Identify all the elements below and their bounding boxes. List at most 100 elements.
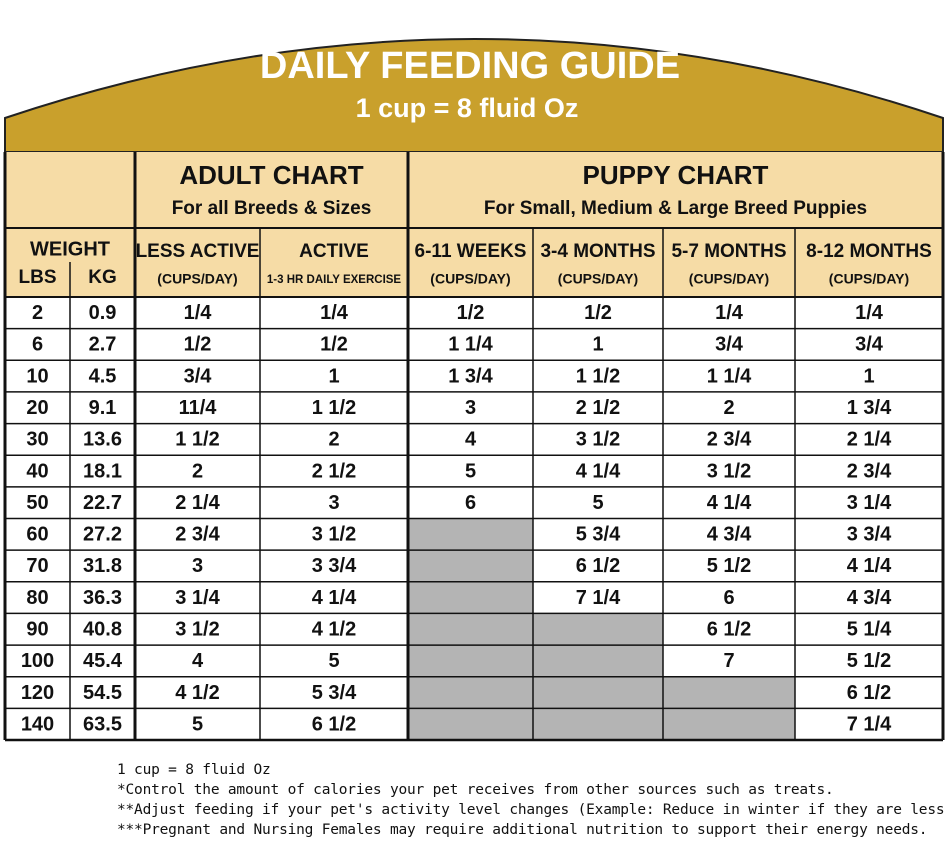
- cell: 6 1/2: [707, 619, 751, 641]
- cell: 54.5: [83, 682, 122, 704]
- column-unit: (CUPS/DAY): [829, 271, 909, 287]
- cell: 6 1/2: [312, 713, 356, 735]
- column-label: 5-7 MONTHS: [671, 241, 786, 262]
- header-background: [5, 152, 943, 297]
- cell: 3: [192, 555, 203, 577]
- cell: 80: [26, 587, 48, 609]
- cell: 4 3/4: [707, 524, 752, 546]
- cell: 3 1/4: [175, 587, 220, 609]
- cell: 6: [32, 334, 43, 356]
- cell: 2.7: [89, 334, 117, 356]
- empty-cell: [408, 676, 533, 709]
- cell: 5 3/4: [576, 524, 621, 546]
- cell: 1: [863, 365, 874, 387]
- empty-cell: [408, 645, 533, 677]
- cell: 1/2: [320, 334, 348, 356]
- column-label: LBS: [19, 267, 57, 288]
- cell: 0.9: [89, 302, 117, 324]
- cell: 18.1: [83, 460, 122, 482]
- empty-cell: [408, 518, 533, 551]
- cell: 4.5: [89, 365, 117, 387]
- cell: 90: [26, 619, 48, 641]
- cell: 2 3/4: [847, 460, 892, 482]
- cell: 1/4: [715, 302, 744, 324]
- empty-cell: [533, 676, 663, 709]
- empty-cell: [408, 581, 533, 614]
- cell: 6: [465, 492, 476, 514]
- cell: 2: [723, 397, 734, 419]
- group-subtitle: For Small, Medium & Large Breed Puppies: [484, 198, 867, 219]
- column-label: KG: [88, 267, 117, 288]
- cell: 2 1/4: [175, 492, 220, 514]
- cell: 1/4: [320, 302, 349, 324]
- footnote: **Adjust feeding if your pet's activity …: [117, 802, 949, 818]
- cell: 2 1/4: [847, 429, 892, 451]
- title: DAILY FEEDING GUIDE: [260, 45, 680, 87]
- cell: 20: [26, 397, 48, 419]
- cell: 2 3/4: [707, 429, 752, 451]
- column-unit: (CUPS/DAY): [430, 271, 510, 287]
- empty-cell: [533, 645, 663, 677]
- cell: 2: [192, 460, 203, 482]
- cell: 3 1/2: [312, 524, 356, 546]
- cell: 10: [26, 365, 48, 387]
- cell: 3 1/2: [576, 429, 620, 451]
- cell: 27.2: [83, 524, 122, 546]
- column-unit: (CUPS/DAY): [689, 271, 769, 287]
- cell: 1 1/2: [576, 365, 620, 387]
- cell: 2 3/4: [175, 524, 220, 546]
- footnote: 1 cup = 8 fluid Oz: [117, 762, 271, 778]
- cell: 1/2: [584, 302, 612, 324]
- cell: 4 1/4: [847, 555, 892, 577]
- weight-label: WEIGHT: [30, 238, 110, 260]
- column-unit: (CUPS/DAY): [157, 271, 237, 287]
- cell: 1 3/4: [448, 365, 493, 387]
- cell: 5 1/4: [847, 619, 892, 641]
- subtitle: 1 cup = 8 fluid Oz: [356, 93, 579, 123]
- cell: 3: [465, 397, 476, 419]
- cell: 3/4: [184, 365, 213, 387]
- cell: 3 3/4: [847, 524, 892, 546]
- cell: 1 1/2: [175, 429, 219, 451]
- header-arch: [4, 38, 944, 153]
- cell: 3: [328, 492, 339, 514]
- cell: 1/2: [184, 334, 212, 356]
- footnote: ***Pregnant and Nursing Females may requ…: [117, 822, 927, 838]
- empty-cell: [663, 708, 795, 740]
- cell: 6: [723, 587, 734, 609]
- cell: 2: [328, 429, 339, 451]
- cell: 3 3/4: [312, 555, 357, 577]
- cell: 3/4: [715, 334, 744, 356]
- cell: 63.5: [83, 713, 122, 735]
- cell: 1 1/2: [312, 397, 356, 419]
- column-label: LESS ACTIVE: [136, 241, 260, 262]
- cell: 7 1/4: [576, 587, 621, 609]
- cell: 5 1/2: [847, 650, 891, 672]
- cell: 11/4: [179, 397, 218, 419]
- cell: 4 3/4: [847, 587, 892, 609]
- column-label: ACTIVE: [299, 241, 369, 262]
- cell: 1: [592, 334, 603, 356]
- cell: 5 3/4: [312, 682, 357, 704]
- cell: 2 1/2: [312, 460, 356, 482]
- cell: 1 1/4: [707, 365, 752, 387]
- cell: 5 1/2: [707, 555, 751, 577]
- empty-cell: [408, 613, 533, 646]
- cell: 6 1/2: [576, 555, 620, 577]
- cell: 3 1/4: [847, 492, 892, 514]
- cell: 1/4: [184, 302, 213, 324]
- cell: 3 1/2: [707, 460, 751, 482]
- cell: 3 1/2: [175, 619, 219, 641]
- cell: 2 1/2: [576, 397, 620, 419]
- cell: 9.1: [89, 397, 117, 419]
- cell: 4 1/4: [576, 460, 621, 482]
- cell: 1/2: [457, 302, 485, 324]
- cell: 4 1/2: [312, 619, 356, 641]
- column-label: 8-12 MONTHS: [806, 241, 932, 262]
- cell: 45.4: [83, 650, 123, 672]
- cell: 120: [21, 682, 54, 704]
- empty-cell: [533, 613, 663, 646]
- cell: 6 1/2: [847, 682, 891, 704]
- cell: 7: [723, 650, 734, 672]
